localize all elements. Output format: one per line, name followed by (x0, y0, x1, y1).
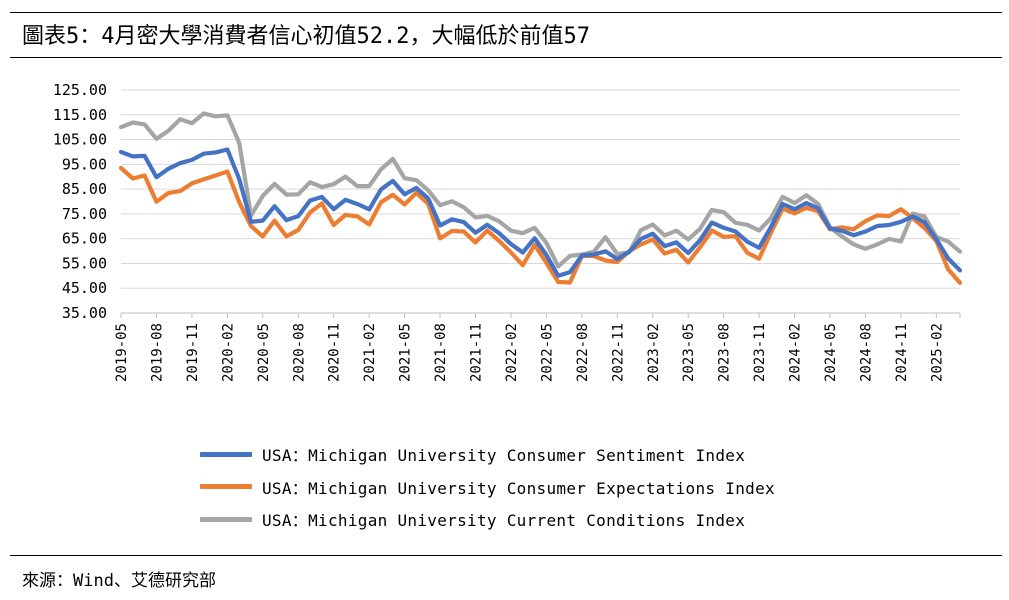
x-tick-label: 2023-02 (646, 323, 662, 382)
y-tick-label: 35.00 (62, 304, 107, 322)
page-title: 圖表5：4月密大學消費者信心初值52.2，大幅低於前值57 (22, 24, 590, 49)
y-tick-label: 85.00 (62, 180, 107, 198)
x-tick-label: 2020-08 (291, 323, 307, 382)
y-tick-label: 95.00 (62, 155, 107, 173)
x-tick-label: 2020-11 (327, 323, 343, 382)
x-tick-label: 2022-02 (504, 323, 520, 382)
x-tick-label: 2023-08 (717, 323, 733, 382)
y-tick-label: 125.00 (53, 81, 107, 99)
y-tick-label: 115.00 (53, 106, 107, 124)
legend-item-sentiment: USA：Michigan University Consumer Sentime… (200, 438, 775, 471)
series-line-sentiment (118, 147, 963, 278)
x-tick-label: 2020-05 (256, 323, 272, 382)
legend-label-current: USA：Michigan University Current Conditio… (262, 511, 746, 531)
x-tick-label: 2022-05 (539, 323, 555, 382)
x-tick-label: 2021-05 (398, 323, 414, 382)
x-tick-label: 2021-11 (469, 323, 485, 382)
x-tick-label: 2019-08 (149, 323, 165, 382)
legend-item-current: USA：Michigan University Current Conditio… (200, 503, 775, 536)
y-tick-label: 75.00 (62, 205, 107, 223)
top-rule (10, 12, 1002, 13)
y-tick-label: 45.00 (62, 279, 107, 297)
x-tick-label: 2025-02 (929, 323, 945, 382)
x-tick-label: 2024-11 (894, 323, 910, 382)
legend-item-expectations: USA：Michigan University Consumer Expecta… (200, 471, 775, 504)
x-tick-label: 2019-11 (185, 323, 201, 382)
x-tick-label: 2024-05 (823, 323, 839, 382)
x-axis: 2019-05 2019-08 2019-11 2020-02 2020-05 2020-… (114, 312, 961, 382)
legend-swatch-expectations (200, 484, 252, 490)
series-lines (118, 111, 963, 285)
x-tick-label: 2020-02 (220, 323, 236, 382)
legend-swatch-sentiment (200, 451, 252, 457)
x-tick-label: 2024-02 (788, 323, 804, 382)
bottom-rule (10, 555, 1002, 556)
legend-label-sentiment: USA：Michigan University Consumer Sentime… (262, 446, 746, 466)
legend-swatch-current (200, 516, 252, 522)
chart-legend: USA：Michigan University Consumer Sentime… (200, 438, 775, 536)
x-tick-label: 2022-08 (575, 323, 591, 382)
x-tick-label: 2021-02 (362, 323, 378, 382)
title-rule (10, 57, 1002, 58)
line-chart: 125.00 115.00 105.00 95.00 85.00 75.00 65.00 55… (53, 81, 963, 382)
y-tick-label: 55.00 (62, 254, 107, 272)
x-tick-label: 2024-08 (858, 323, 874, 382)
x-tick-label: 2023-11 (752, 323, 768, 382)
source-note: 來源：Wind、艾德研究部 (22, 571, 216, 591)
x-tick-label: 2019-05 (114, 323, 130, 382)
y-tick-label: 105.00 (53, 131, 107, 149)
x-tick-label: 2023-05 (681, 323, 697, 382)
y-axis: 125.00 115.00 105.00 95.00 85.00 75.00 65.00 55… (53, 81, 107, 322)
y-tick-label: 65.00 (62, 230, 107, 248)
x-tick-label: 2022-11 (610, 323, 626, 382)
legend-label-expectations: USA：Michigan University Consumer Expecta… (262, 478, 775, 498)
x-tick-label: 2021-08 (433, 323, 449, 382)
